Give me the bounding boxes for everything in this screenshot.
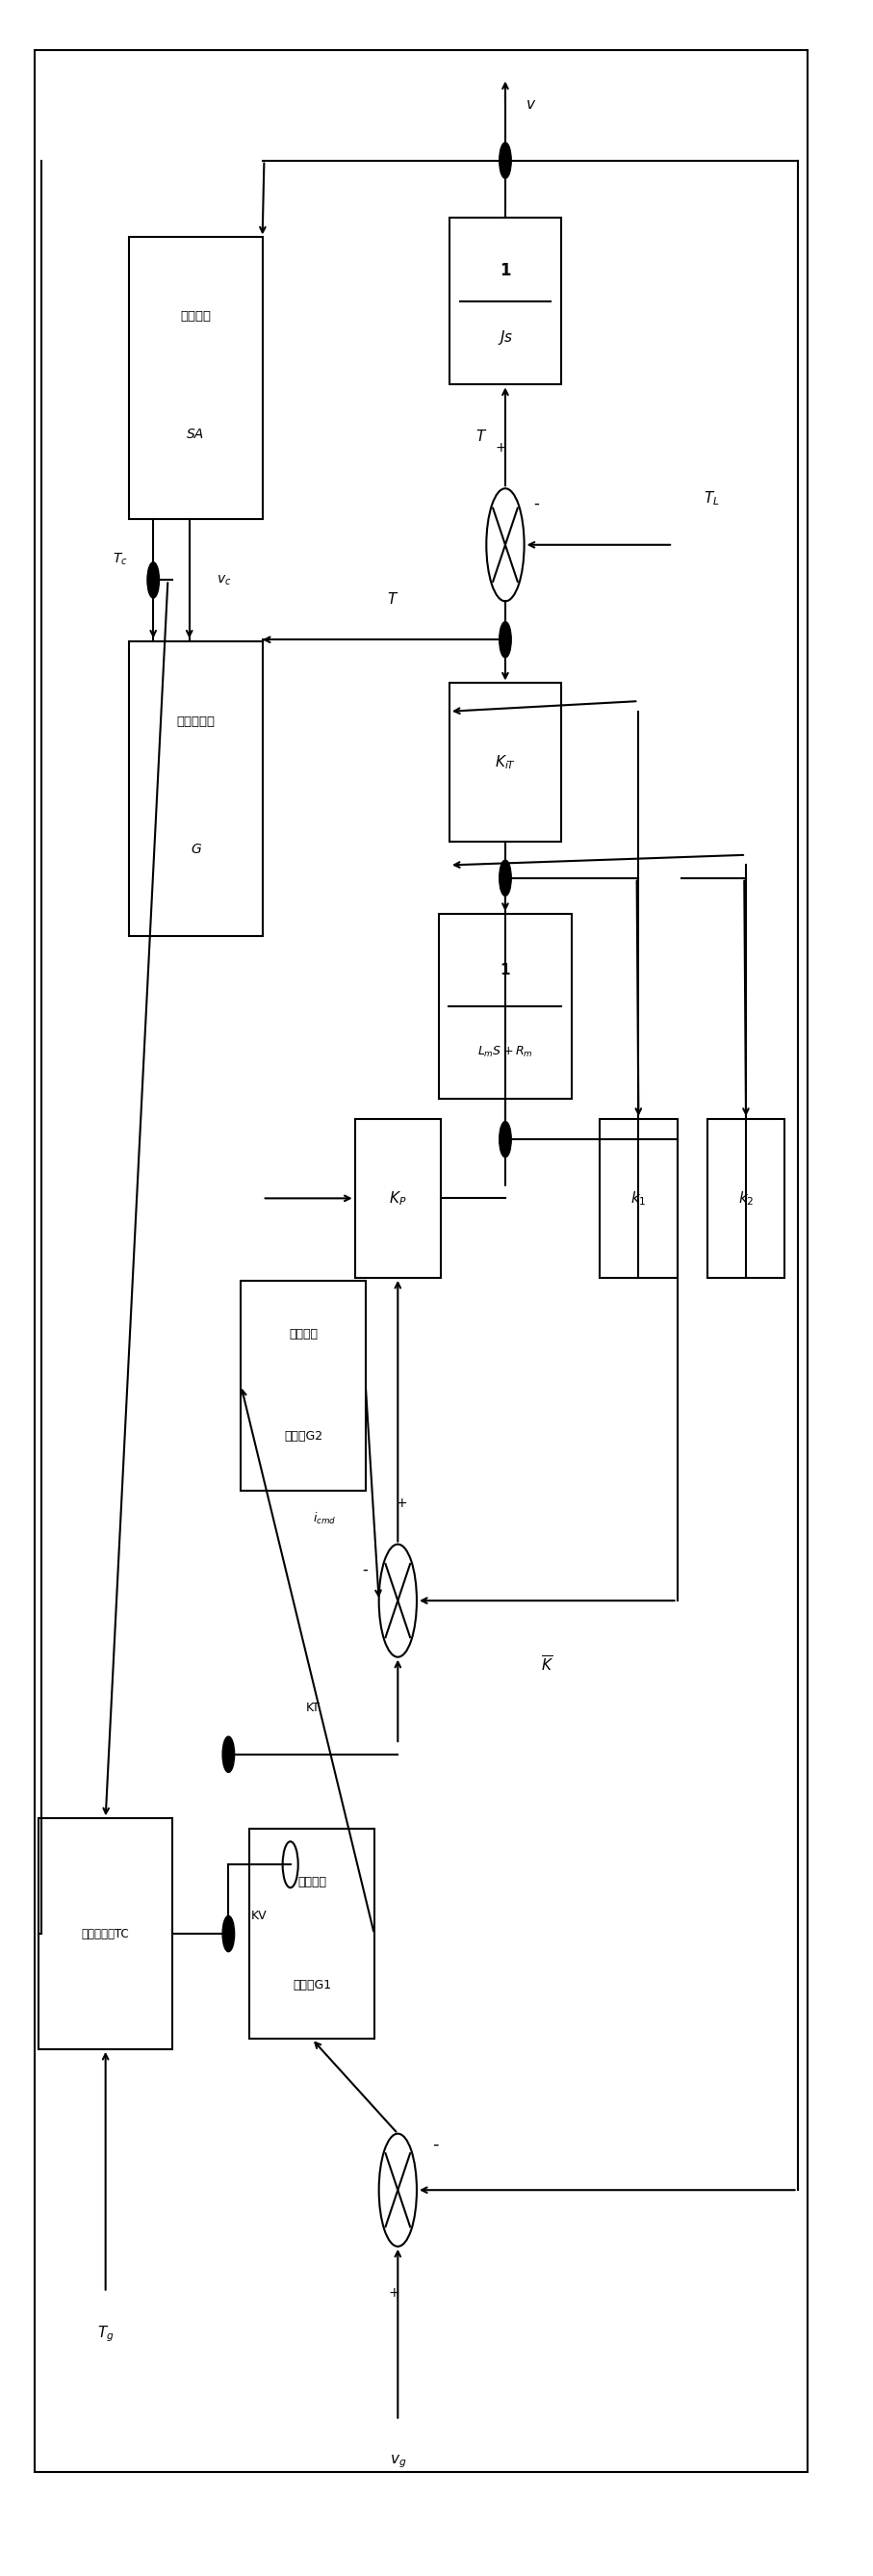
Circle shape — [148, 562, 159, 598]
Text: -: - — [432, 2136, 439, 2154]
Text: -: - — [533, 495, 539, 513]
Text: SA: SA — [187, 428, 204, 440]
Text: $K_{iT}$: $K_{iT}$ — [495, 755, 516, 773]
Circle shape — [223, 1736, 235, 1772]
Text: $v_g$: $v_g$ — [389, 2452, 406, 2470]
Circle shape — [499, 621, 512, 657]
Text: $i_{cmd}$: $i_{cmd}$ — [313, 1512, 336, 1528]
Text: 调节器G2: 调节器G2 — [284, 1430, 322, 1443]
Bar — [450, 683, 561, 842]
Text: KT: KT — [306, 1703, 320, 1716]
Circle shape — [499, 142, 512, 178]
Text: +: + — [388, 2285, 399, 2300]
Text: $T_c$: $T_c$ — [113, 551, 128, 567]
Text: $T$: $T$ — [387, 590, 398, 605]
Text: $T_g$: $T_g$ — [97, 2324, 114, 2344]
Bar — [450, 219, 561, 384]
Text: 速度内环: 速度内环 — [298, 1875, 327, 1888]
Text: $v_c$: $v_c$ — [217, 572, 231, 587]
Circle shape — [499, 1121, 512, 1157]
Circle shape — [223, 1917, 235, 1953]
Text: $k_1$: $k_1$ — [630, 1190, 647, 1208]
Bar — [600, 1118, 677, 1278]
Text: $\overline{K}$: $\overline{K}$ — [540, 1654, 553, 1674]
Bar — [39, 1819, 172, 2048]
Bar — [438, 914, 572, 1097]
Text: +: + — [395, 1497, 407, 1510]
Bar — [241, 1280, 366, 1492]
Text: 1: 1 — [500, 963, 511, 976]
Text: KV: KV — [251, 1909, 267, 1922]
Bar — [354, 1118, 441, 1278]
Bar — [129, 237, 263, 520]
Text: +: + — [495, 440, 506, 453]
Text: 转矩控制器TC: 转矩控制器TC — [81, 1927, 129, 1940]
Text: $T$: $T$ — [475, 428, 487, 443]
Text: G: G — [190, 842, 201, 858]
Text: 调节器G1: 调节器G1 — [292, 1978, 331, 1991]
Text: $Js$: $Js$ — [498, 327, 513, 345]
Text: $T_L$: $T_L$ — [704, 489, 719, 507]
Text: 采集模块: 采集模块 — [181, 312, 211, 322]
Text: $K_P$: $K_P$ — [389, 1190, 407, 1208]
Text: 参数调节器: 参数调节器 — [176, 716, 215, 729]
Bar — [707, 1118, 785, 1278]
Text: 电流内环: 电流内环 — [289, 1327, 318, 1340]
Bar — [250, 1829, 375, 2038]
Text: $L_mS+R_m$: $L_mS+R_m$ — [478, 1046, 533, 1059]
Text: $k_2$: $k_2$ — [738, 1190, 754, 1208]
Text: -: - — [362, 1561, 368, 1579]
Text: 1: 1 — [499, 263, 511, 278]
Text: $v$: $v$ — [526, 98, 537, 111]
Circle shape — [499, 860, 512, 896]
Bar — [129, 641, 263, 935]
